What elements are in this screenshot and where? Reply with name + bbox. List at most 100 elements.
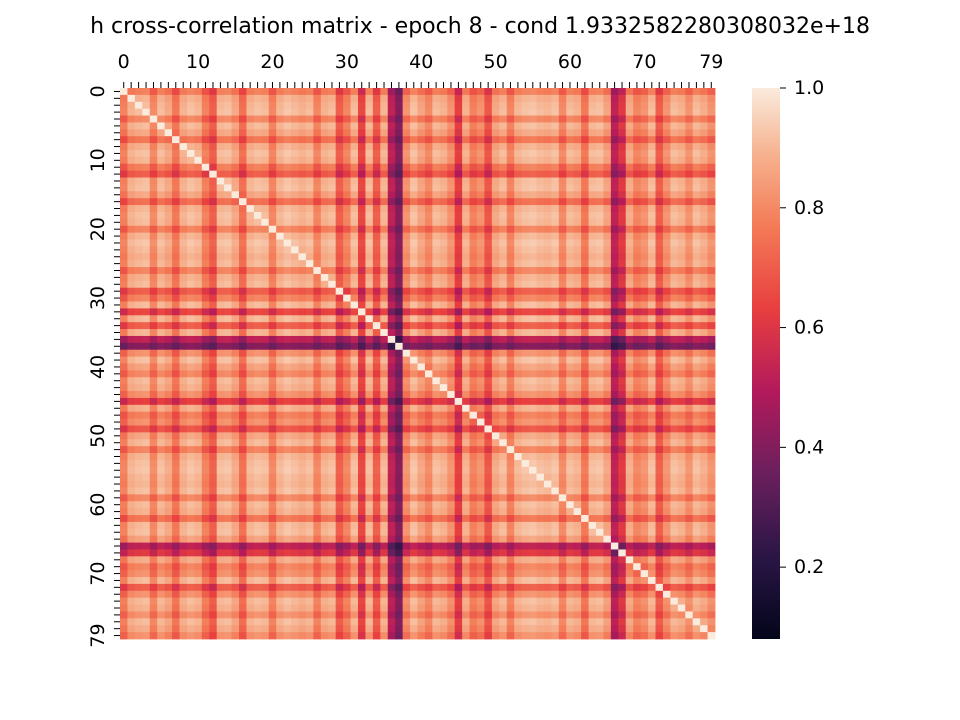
heatmap-cell	[432, 411, 441, 419]
heatmap-cell	[268, 349, 277, 358]
heatmap-cell	[186, 363, 195, 371]
heatmap-cell	[573, 101, 582, 110]
heatmap-cell	[164, 239, 173, 247]
heatmap-cell	[469, 205, 478, 213]
heatmap-cell	[439, 418, 448, 426]
heatmap-cell	[424, 329, 433, 337]
heatmap-cell	[603, 501, 612, 509]
heatmap-cell	[350, 391, 359, 399]
heatmap-cell	[350, 459, 359, 468]
heatmap-cell	[447, 211, 456, 220]
heatmap-cell	[372, 136, 381, 144]
heatmap-cell	[521, 184, 530, 192]
heatmap-cell	[484, 301, 493, 309]
heatmap-cell	[328, 267, 337, 275]
heatmap-cell	[298, 101, 307, 110]
heatmap-cell	[328, 446, 337, 454]
heatmap-cell	[172, 108, 180, 116]
heatmap-cell	[484, 198, 493, 206]
heatmap-cell	[268, 129, 277, 137]
heatmap-cell	[179, 466, 188, 475]
heatmap-cell	[224, 384, 232, 392]
heatmap-cell	[692, 232, 701, 240]
heatmap-cell	[268, 301, 277, 309]
heatmap-cell	[172, 205, 180, 213]
heatmap-cell	[700, 211, 708, 220]
heatmap-cell	[224, 404, 232, 413]
heatmap-cell	[514, 163, 523, 172]
heatmap-cell	[298, 515, 307, 523]
heatmap-cell	[134, 225, 143, 234]
heatmap-cell	[566, 377, 575, 385]
heatmap-cell	[305, 453, 314, 461]
heatmap-cell	[610, 308, 619, 316]
heatmap-cell	[454, 342, 463, 351]
heatmap-cell	[506, 101, 515, 110]
heatmap-cell	[283, 494, 292, 502]
heatmap-cell	[514, 88, 523, 96]
heatmap-cell	[239, 122, 247, 130]
heatmap-cell	[142, 287, 151, 296]
heatmap-cell	[186, 149, 195, 158]
heatmap-cell	[432, 205, 441, 213]
heatmap-cell	[603, 466, 612, 475]
heatmap-cell	[194, 280, 203, 289]
heatmap-cell	[454, 122, 463, 130]
heatmap-cell	[320, 418, 329, 426]
heatmap-cell	[209, 356, 218, 364]
heatmap-cell	[343, 136, 351, 144]
heatmap-cell	[685, 370, 694, 378]
heatmap-cell	[209, 184, 218, 192]
heatmap-cell	[231, 205, 240, 213]
heatmap-cell	[484, 143, 493, 151]
heatmap-cell	[179, 287, 188, 296]
heatmap-cell	[424, 418, 433, 426]
heatmap-cell	[447, 459, 456, 468]
heatmap-cell	[320, 156, 329, 165]
heatmap-cell	[164, 329, 173, 337]
heatmap-cell	[685, 136, 694, 144]
heatmap-cell	[179, 156, 188, 165]
heatmap-cell	[625, 232, 634, 240]
heatmap-cell	[239, 315, 247, 323]
heatmap-cell	[417, 253, 426, 261]
heatmap-cell	[439, 411, 448, 419]
heatmap-cell	[417, 335, 426, 344]
heatmap-cell	[186, 480, 195, 488]
heatmap-cell	[350, 94, 359, 103]
heatmap-cell	[506, 280, 515, 289]
heatmap-cell	[253, 439, 262, 447]
heatmap-cell	[439, 170, 448, 178]
heatmap-cell	[692, 149, 701, 158]
heatmap-cell	[514, 315, 523, 323]
heatmap-cell	[209, 322, 218, 330]
heatmap-cell	[662, 418, 671, 426]
heatmap-cell	[142, 349, 151, 358]
heatmap-cell	[261, 446, 270, 454]
heatmap-cell	[283, 308, 292, 316]
heatmap-cell	[662, 191, 671, 199]
heatmap-cell	[402, 494, 411, 502]
heatmap-cell	[164, 439, 173, 447]
heatmap-cell	[261, 459, 270, 468]
heatmap-cell	[179, 101, 188, 110]
heatmap-cell	[529, 363, 537, 371]
heatmap-cell	[521, 143, 530, 151]
heatmap-cell	[566, 384, 575, 392]
heatmap-cell	[387, 329, 396, 337]
heatmap-cell	[157, 101, 166, 110]
heatmap-cell	[209, 205, 218, 213]
heatmap-cell	[239, 129, 247, 137]
heatmap-cell	[596, 494, 604, 502]
heatmap-cell	[328, 377, 337, 385]
heatmap-cell	[506, 273, 515, 282]
heatmap-cell	[328, 487, 337, 495]
heatmap-cell	[216, 232, 225, 240]
heatmap-cell	[402, 108, 411, 116]
heatmap-cell	[543, 184, 552, 192]
heatmap-cell	[543, 267, 552, 275]
heatmap-cell	[231, 163, 240, 172]
heatmap-cell	[387, 149, 396, 158]
heatmap-cell	[424, 411, 433, 419]
heatmap-cell	[439, 322, 448, 330]
